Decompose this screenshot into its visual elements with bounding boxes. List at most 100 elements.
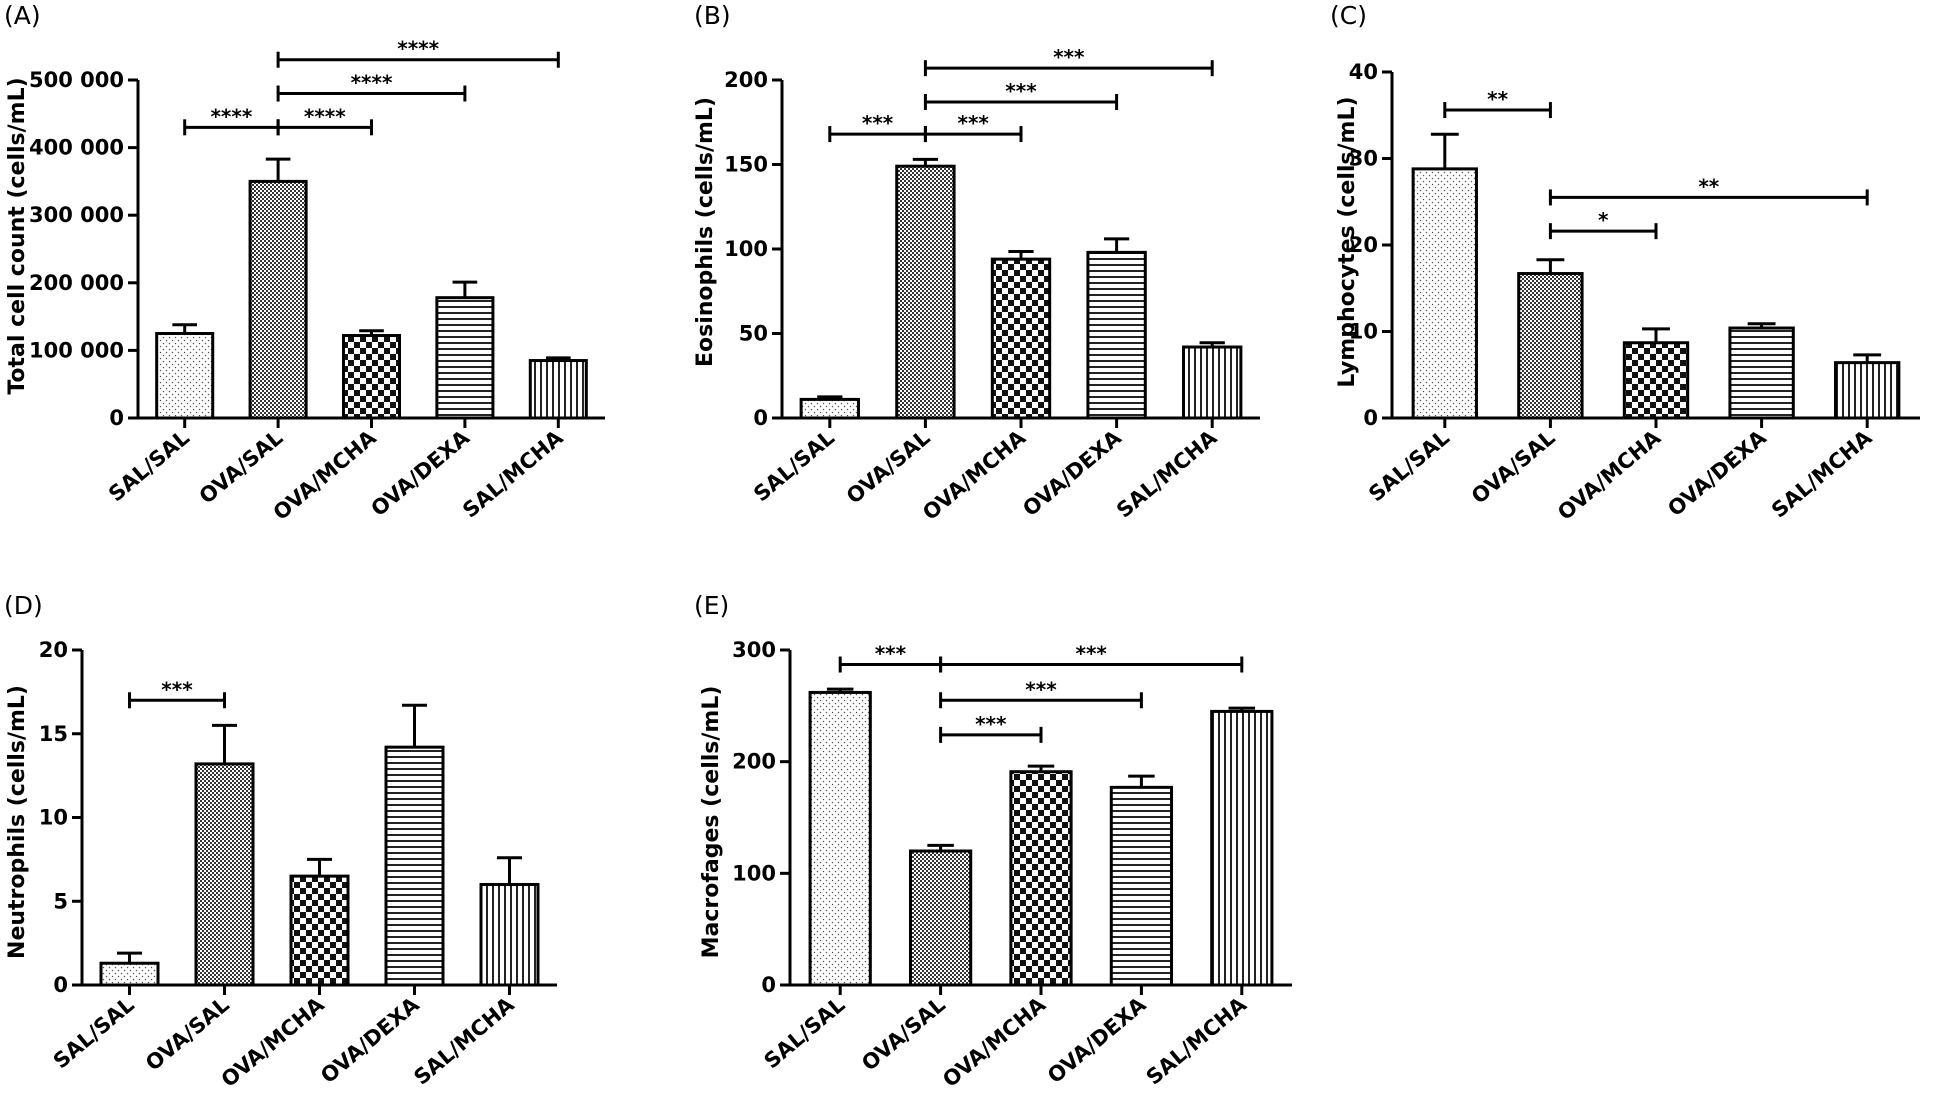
bar — [799, 397, 860, 420]
category-label: OVA/DEXA — [367, 425, 475, 521]
panel-c: (C) Lymphocytes (cells/mL) 0 10 20 30 40 SAL/… — [1330, 1, 1920, 525]
significance-label: *** — [1005, 79, 1037, 103]
bar — [289, 874, 350, 987]
y-axis-title: Neutrophils (cells/mL) — [5, 685, 30, 959]
panel-label: (A) — [4, 1, 41, 30]
y-tick-label: 0 — [53, 973, 68, 997]
y-tick-label: 0 — [753, 406, 768, 430]
bar — [908, 849, 973, 987]
significance-label: **** — [351, 71, 393, 95]
bar — [248, 179, 308, 420]
bar — [990, 257, 1052, 420]
bar — [341, 334, 402, 420]
category-label: OVA/MCHA — [217, 992, 330, 1092]
significance-label: **** — [304, 104, 346, 128]
y-tick-label: 200 — [732, 750, 776, 774]
bar — [895, 164, 956, 420]
y-tick-label: 0 — [109, 406, 124, 430]
panel-a: (A) Total cell count (cells/mL) 0 100 000… — [4, 1, 605, 525]
bar — [1517, 272, 1584, 420]
bar — [1086, 250, 1147, 420]
category-label: OVA/SAL — [195, 425, 288, 508]
bar — [1622, 341, 1690, 420]
category-label: OVA/DEXA — [316, 992, 424, 1088]
y-tick-label: 0 — [1363, 406, 1378, 430]
significance-label: *** — [862, 111, 894, 135]
significance-label: **** — [397, 37, 439, 61]
y-tick-label: 40 — [1349, 60, 1378, 84]
y-tick-label: 10 — [1349, 320, 1378, 344]
category-label: OVA/SAL — [857, 992, 950, 1075]
significance-label: **** — [210, 104, 252, 128]
significance-label: * — [1598, 208, 1609, 232]
bar — [155, 332, 215, 420]
category-label: SAL/SAL — [760, 992, 850, 1073]
category-label: SAL/MCHA — [458, 425, 568, 523]
category-label: OVA/MCHA — [938, 992, 1051, 1092]
category-label: SAL/SAL — [49, 992, 139, 1073]
category-label: OVA/SAL — [1467, 425, 1560, 508]
y-axis-title: Eosinophils (cells/mL) — [693, 97, 718, 367]
panel-e: (E) Macrofages (cells/mL) 0 100 200 300 SAL/… — [694, 591, 1292, 1092]
bar — [1109, 785, 1174, 987]
panel-label: (C) — [1330, 1, 1367, 30]
bar — [1210, 709, 1274, 987]
panel-label: (D) — [4, 591, 43, 620]
significance-label: *** — [875, 642, 907, 666]
significance-label: ** — [1698, 174, 1719, 198]
category-label: OVA/DEXA — [1018, 425, 1126, 521]
y-tick-label: 500 000 — [29, 68, 124, 92]
category-label: SAL/MCHA — [409, 992, 519, 1090]
category-label: OVA/DEXA — [1663, 425, 1771, 521]
bar — [479, 883, 540, 987]
category-label: OVA/SAL — [141, 992, 234, 1075]
category-label: SAL/SAL — [749, 425, 839, 506]
bar — [1411, 167, 1478, 420]
y-axis-title: Total cell count (cells/mL) — [5, 77, 30, 394]
significance-label: *** — [1025, 677, 1057, 701]
y-tick-label: 100 000 — [29, 338, 124, 362]
y-tick-label: 20 — [39, 638, 68, 662]
y-tick-label: 50 — [739, 322, 768, 346]
y-axis-title: Macrofages (cells/mL) — [699, 686, 724, 959]
y-tick-label: 100 — [724, 237, 768, 261]
category-label: OVA/MCHA — [918, 425, 1031, 525]
significance-label: *** — [958, 111, 990, 135]
bar — [435, 296, 495, 420]
panel-label: (B) — [694, 1, 731, 30]
y-tick-label: 5 — [53, 889, 68, 913]
y-tick-label: 300 — [732, 638, 776, 662]
bar — [1182, 345, 1243, 420]
y-tick-label: 100 — [732, 861, 776, 885]
panel-d: (D) Neutrophils (cells/mL) 0 5 10 15 20 SAL/S… — [4, 591, 557, 1092]
y-tick-label: 300 000 — [29, 203, 124, 227]
panel-b: (B) Eosinophils (cells/mL) 0 50 100 150 200 S… — [693, 1, 1260, 525]
category-label: SAL/MCHA — [1142, 992, 1252, 1090]
bar — [808, 690, 872, 987]
category-label: OVA/MCHA — [269, 425, 382, 525]
bar — [194, 762, 255, 987]
y-tick-label: 15 — [39, 722, 68, 746]
category-label: SAL/MCHA — [1767, 425, 1877, 523]
category-label: SAL/MCHA — [1112, 425, 1222, 523]
bar — [1009, 770, 1073, 987]
y-tick-label: 200 — [724, 68, 768, 92]
category-label: OVA/MCHA — [1553, 425, 1666, 525]
category-label: OVA/SAL — [842, 425, 935, 508]
y-tick-label: 150 — [724, 153, 768, 177]
y-axis-title: Lymphocytes (cells/mL) — [1335, 96, 1360, 387]
significance-label: *** — [1053, 45, 1085, 69]
significance-label: *** — [1076, 642, 1108, 666]
bar — [1728, 326, 1795, 420]
bar — [1834, 361, 1901, 420]
significance-label: *** — [161, 677, 193, 701]
significance-label: ** — [1487, 87, 1508, 111]
category-label: OVA/DEXA — [1043, 992, 1151, 1088]
y-tick-label: 10 — [39, 806, 68, 830]
y-tick-label: 400 000 — [29, 136, 124, 160]
y-tick-label: 0 — [761, 973, 776, 997]
category-label: SAL/SAL — [1364, 425, 1454, 506]
panel-label: (E) — [694, 591, 729, 620]
y-tick-label: 30 — [1349, 147, 1378, 171]
